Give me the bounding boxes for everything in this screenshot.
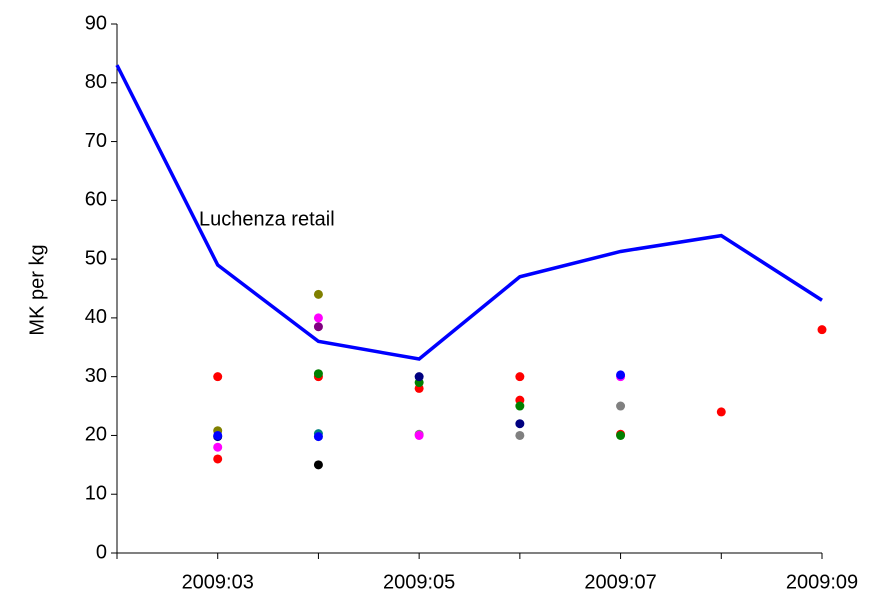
y-axis-label: MK per kg — [26, 244, 48, 335]
dot — [414, 372, 424, 382]
dot — [515, 401, 525, 411]
y-tick-label: 20 — [85, 424, 107, 446]
dot — [313, 322, 323, 332]
dot — [213, 442, 223, 452]
dot — [616, 370, 626, 380]
y-tick-label: 70 — [85, 130, 107, 152]
line-label: Luchenza retail — [199, 208, 335, 230]
y-tick-label: 50 — [85, 247, 107, 269]
y-tick-label: 10 — [85, 483, 107, 505]
dot — [313, 369, 323, 379]
dot — [515, 430, 525, 440]
dot — [313, 289, 323, 299]
dot — [817, 325, 827, 335]
dot — [515, 372, 525, 382]
dot — [213, 372, 223, 382]
y-tick-label: 90 — [85, 12, 107, 34]
dot — [616, 430, 626, 440]
dot — [616, 401, 626, 411]
x-tick-label: 2009:09 — [786, 571, 858, 593]
x-tick-label: 2009:05 — [383, 571, 455, 593]
dot — [313, 432, 323, 442]
dot — [313, 313, 323, 323]
y-tick-label: 0 — [96, 541, 107, 563]
line — [115, 64, 823, 361]
dot — [313, 460, 323, 470]
dot — [716, 407, 726, 417]
dot — [213, 430, 223, 440]
y-tick-label: 30 — [85, 365, 107, 387]
x-tick-label: 2009:03 — [182, 571, 254, 593]
dot — [213, 454, 223, 464]
dot — [515, 419, 525, 429]
y-tick-label: 80 — [85, 71, 107, 93]
y-tick-label: 60 — [85, 189, 107, 211]
y-tick-label: 40 — [85, 306, 107, 328]
x-tick-label: 2009:07 — [584, 571, 656, 593]
dot — [414, 430, 424, 440]
